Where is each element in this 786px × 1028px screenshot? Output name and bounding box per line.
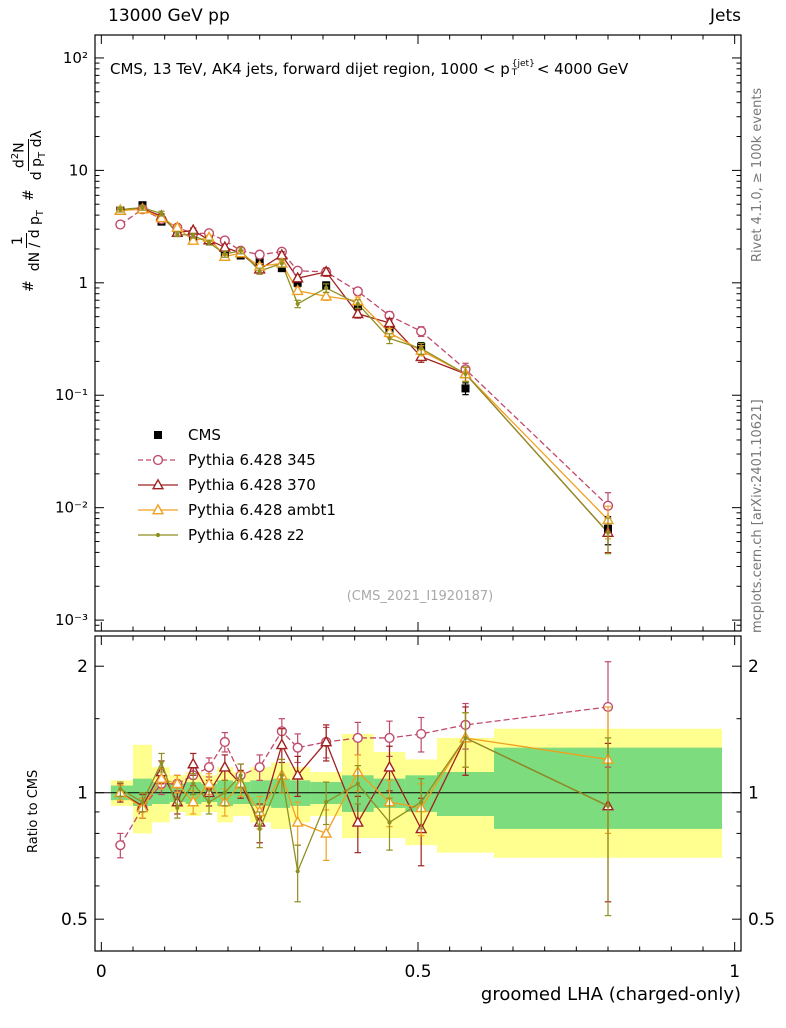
pythia-370-marker-icon <box>136 477 180 493</box>
svg-text:0: 0 <box>96 962 107 982</box>
legend-item-pythia-370: Pythia 6.428 370 <box>136 472 336 497</box>
svg-text:1: 1 <box>77 784 88 804</box>
pythia-z2-marker-icon <box>136 527 180 543</box>
svg-text:2: 2 <box>77 657 88 677</box>
pythia-345-marker-icon <box>136 452 180 468</box>
cms-marker-icon <box>136 427 180 443</box>
analysis-id-watermark: (CMS_2021_I1920187) <box>346 589 494 604</box>
pt-jet-script: {jet} T <box>511 58 535 78</box>
svg-text:10⁻¹: 10⁻¹ <box>55 386 88 404</box>
beam-energy-label: 13000 GeV pp <box>108 6 230 26</box>
svg-text:10⁻²: 10⁻² <box>55 499 88 517</box>
plot-title: CMS, 13 TeV, AK4 jets, forward dijet reg… <box>110 58 629 78</box>
legend-item-pythia-ambt1: Pythia 6.428 ambt1 <box>136 497 336 522</box>
svg-text:0.5: 0.5 <box>404 962 431 982</box>
legend: CMS Pythia 6.428 345 Pythia 6.428 370 Py… <box>136 422 336 547</box>
svg-text:1: 1 <box>78 274 88 292</box>
svg-text:1: 1 <box>748 784 759 804</box>
pythia-ambt1-marker-icon <box>136 502 180 518</box>
svg-text:10: 10 <box>69 161 88 179</box>
x-axis-label: groomed LHA (charged-only) <box>480 984 741 1005</box>
legend-item-pythia-345: Pythia 6.428 345 <box>136 447 336 472</box>
svg-text:10⁻³: 10⁻³ <box>55 611 88 629</box>
svg-text:2: 2 <box>748 657 759 677</box>
ylabel-fraction-1: 1 dN / d pT <box>9 209 46 272</box>
svg-text:10²: 10² <box>63 49 88 67</box>
legend-item-cms: CMS <box>136 422 336 447</box>
ratio-y-axis-label: Ratio to CMS <box>26 769 41 853</box>
svg-text:0.5: 0.5 <box>748 910 775 930</box>
analysis-group-label: Jets <box>710 6 741 26</box>
mcplots-arxiv-note: mcplots.cern.ch [arXiv:2401.10621] <box>750 399 765 633</box>
main-y-axis-label: # 1 dN / d pT # d2N d pT dλ <box>8 125 50 292</box>
svg-text:1: 1 <box>729 962 740 982</box>
legend-item-pythia-z2: Pythia 6.428 z2 <box>136 522 336 547</box>
svg-text:0.5: 0.5 <box>61 910 88 930</box>
rivet-version-note: Rivet 4.1.0, ≥ 100k events <box>750 87 765 262</box>
ylabel-fraction-2: d2N d pT dλ <box>8 130 48 181</box>
